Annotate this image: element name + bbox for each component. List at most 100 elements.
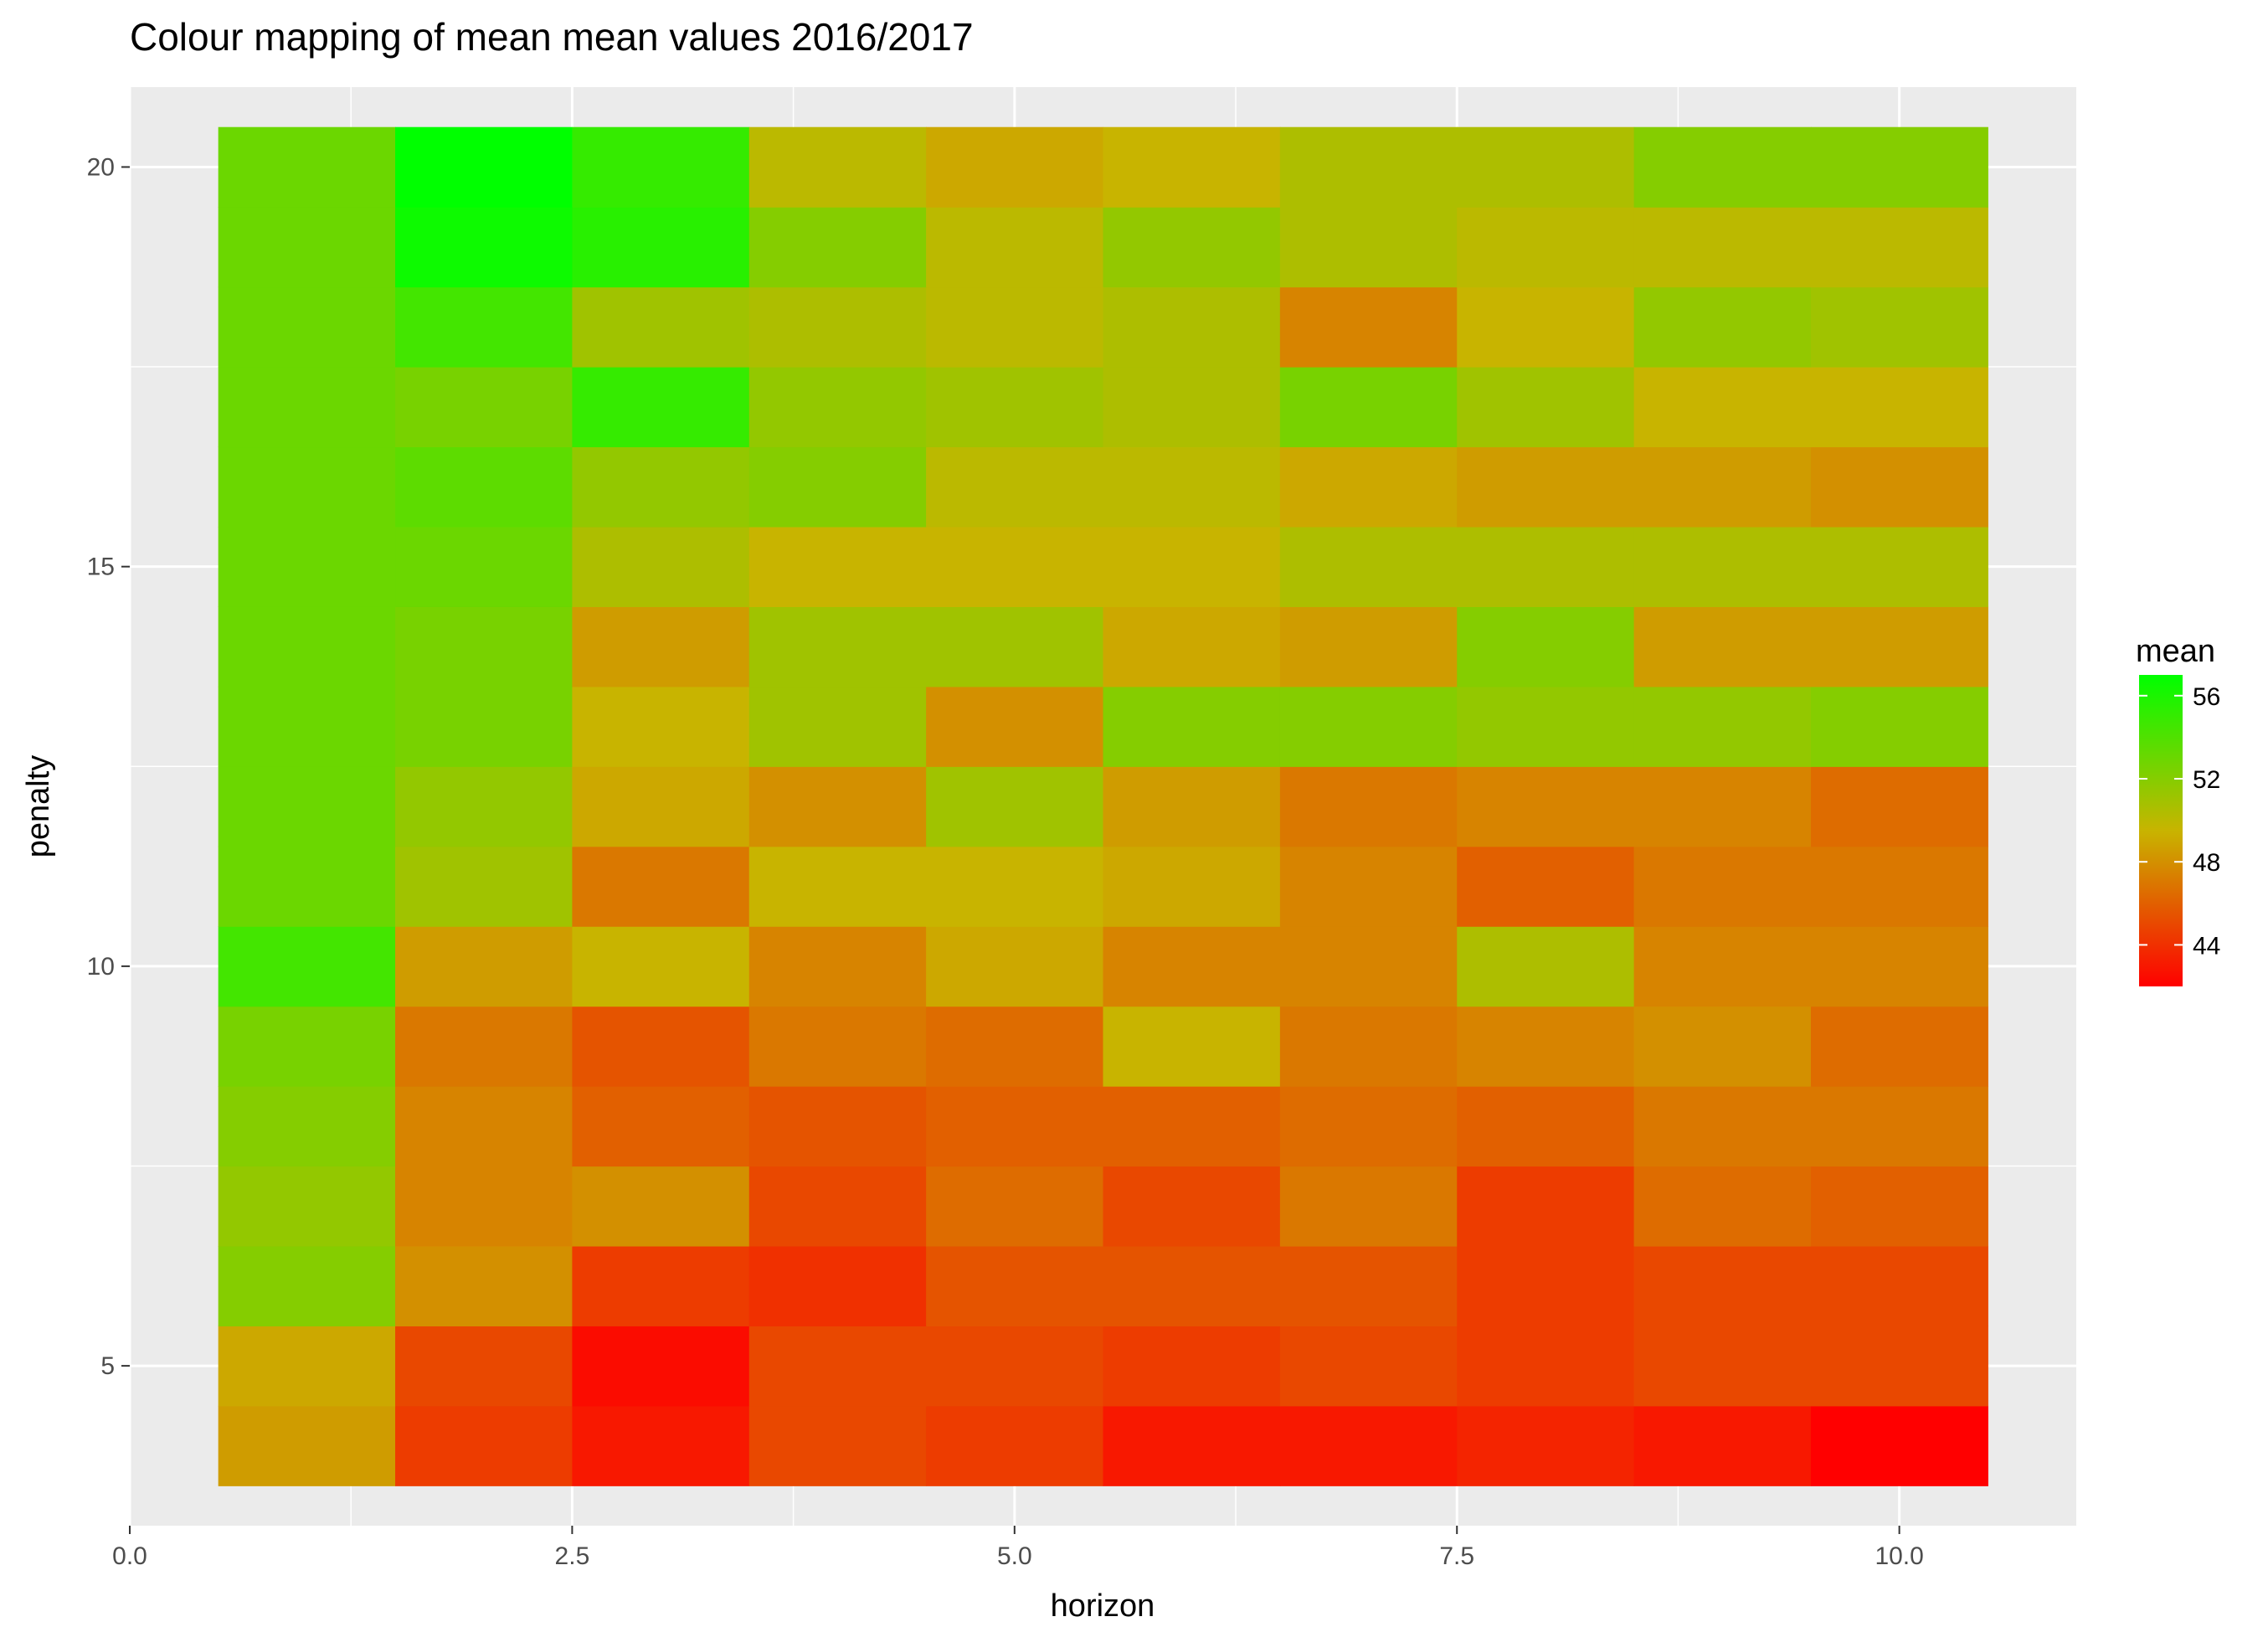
heatmap-cell xyxy=(1810,286,1988,368)
heatmap-cell xyxy=(218,207,396,288)
heatmap-cell xyxy=(1457,606,1635,687)
x-axis: 0.0 2.5 5.0 7.5 10.0 xyxy=(112,1526,1924,1570)
heatmap-cell xyxy=(218,926,396,1007)
x-tick-label: 10.0 xyxy=(1875,1542,1923,1570)
heatmap-cell xyxy=(218,526,396,607)
y-tick-label: 20 xyxy=(87,153,115,181)
heatmap-cell xyxy=(926,286,1104,368)
heatmap-cell xyxy=(748,446,927,528)
heatmap-cell xyxy=(218,1086,396,1167)
heatmap-cell xyxy=(218,846,396,927)
heatmap-cell xyxy=(1810,526,1988,607)
heatmap-cell xyxy=(926,126,1104,208)
heatmap-cell xyxy=(1810,367,1988,448)
heatmap-cell xyxy=(572,286,750,368)
heatmap-cell xyxy=(572,1245,750,1326)
heatmap-cell xyxy=(1810,126,1988,208)
heatmap-cell xyxy=(395,846,573,927)
heatmap-cell xyxy=(395,286,573,368)
heatmap-cell xyxy=(1457,126,1635,208)
heatmap-cell xyxy=(218,1006,396,1087)
heatmap-cell xyxy=(1279,526,1458,607)
heatmap-cell xyxy=(395,606,573,687)
heatmap-cell xyxy=(218,606,396,687)
heatmap-cell xyxy=(926,1245,1104,1326)
legend-tick-label: 52 xyxy=(2193,766,2220,794)
heatmap-cell xyxy=(218,1245,396,1326)
heatmap-cell xyxy=(1103,1166,1281,1247)
heatmap-cell xyxy=(1279,1405,1458,1486)
heatmap-cell xyxy=(1457,446,1635,528)
heatmap-cell xyxy=(1103,207,1281,288)
heatmap-cell xyxy=(748,1006,927,1087)
heatmap-cell xyxy=(572,926,750,1007)
y-axis: 5 10 15 20 xyxy=(87,153,130,1380)
heatmap-cell xyxy=(1279,207,1458,288)
heatmap-cell xyxy=(1810,446,1988,528)
heatmap-cell xyxy=(1103,1086,1281,1167)
heatmap-cell xyxy=(1633,686,1812,767)
heatmap-cell xyxy=(1279,926,1458,1007)
heatmap-cell xyxy=(1633,367,1812,448)
heatmap-cell xyxy=(1103,1326,1281,1407)
heatmap-cell xyxy=(218,686,396,767)
heatmap-cell xyxy=(1810,846,1988,927)
heatmap-cell xyxy=(395,1245,573,1326)
heatmap-cell xyxy=(926,926,1104,1007)
legend-tick-label: 56 xyxy=(2193,683,2220,711)
heatmap-cell xyxy=(395,1006,573,1087)
x-tick-label: 5.0 xyxy=(997,1542,1032,1570)
heatmap-cell xyxy=(1279,1166,1458,1247)
y-tick-label: 15 xyxy=(87,553,115,581)
heatmap-cell xyxy=(1810,207,1988,288)
x-tick-label: 7.5 xyxy=(1439,1542,1474,1570)
heatmap-cell xyxy=(1810,1405,1988,1486)
heatmap-cell xyxy=(1633,526,1812,607)
heatmap-cell xyxy=(1457,367,1635,448)
heatmap-cell xyxy=(1457,286,1635,368)
heatmap-cell xyxy=(1633,446,1812,528)
heatmap-cell xyxy=(1810,766,1988,847)
heatmap-cell xyxy=(395,1086,573,1167)
heatmap-cell xyxy=(1810,1006,1988,1087)
heatmap-cell xyxy=(1633,1086,1812,1167)
x-axis-title: horizon xyxy=(1051,1588,1155,1624)
heatmap-cell xyxy=(572,1405,750,1486)
heatmap-cell xyxy=(1103,766,1281,847)
heatmap-cell xyxy=(926,606,1104,687)
heatmap-cell xyxy=(1810,1086,1988,1167)
heatmap-cell xyxy=(572,207,750,288)
legend-title: mean xyxy=(2136,634,2215,669)
y-tick-label: 10 xyxy=(87,953,115,981)
heatmap-cell xyxy=(748,606,927,687)
heatmap-cell xyxy=(395,1166,573,1247)
heatmap-cell xyxy=(1457,1405,1635,1486)
heatmap-cell xyxy=(926,846,1104,927)
heatmap-cell xyxy=(218,126,396,208)
heatmap-cell xyxy=(1279,446,1458,528)
heatmap-cell xyxy=(395,1326,573,1407)
heatmap-cell xyxy=(1103,846,1281,927)
heatmap-cell xyxy=(1457,1166,1635,1247)
heatmap-cell xyxy=(1279,1086,1458,1167)
heatmap-cell xyxy=(572,606,750,687)
heatmap-cell xyxy=(1457,1245,1635,1326)
heatmap-cell xyxy=(1457,207,1635,288)
heatmap-cell xyxy=(395,926,573,1007)
heatmap-cell xyxy=(395,367,573,448)
heatmap-cell xyxy=(572,526,750,607)
heatmap-cell xyxy=(1810,686,1988,767)
heatmap-cell xyxy=(218,1326,396,1407)
heatmap-cell xyxy=(1633,1245,1812,1326)
heatmap-cell xyxy=(1103,606,1281,687)
heatmap-cell xyxy=(572,1326,750,1407)
heatmap-cell xyxy=(1457,926,1635,1007)
heatmap-cell xyxy=(748,846,927,927)
heatmap-cell xyxy=(1103,686,1281,767)
y-axis-title: penalty xyxy=(21,755,56,858)
heatmap-cell xyxy=(1810,1166,1988,1247)
x-tick-label: 2.5 xyxy=(555,1542,590,1570)
heatmap-cell xyxy=(926,367,1104,448)
legend-colorbar xyxy=(2139,675,2183,986)
